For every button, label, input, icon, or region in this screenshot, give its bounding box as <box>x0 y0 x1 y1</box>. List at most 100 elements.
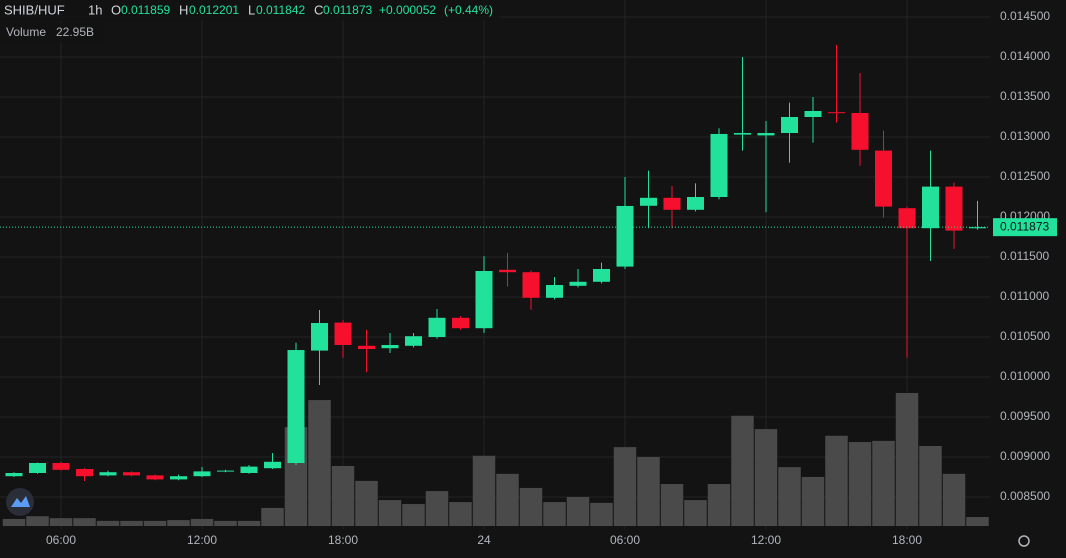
x-tick-label: 18:00 <box>328 533 358 547</box>
candle-body <box>217 470 234 472</box>
y-tick-label: 0.009000 <box>1000 449 1050 463</box>
volume-bar <box>26 516 49 526</box>
volume-bar <box>143 520 167 526</box>
volume-bar <box>496 473 519 526</box>
y-tick-label: 0.012500 <box>1000 169 1050 183</box>
candle-body <box>240 466 258 473</box>
volume-bar <box>731 415 754 526</box>
y-tick-label: 0.009500 <box>1000 409 1050 423</box>
candle-body <box>99 472 117 476</box>
volume-bar <box>402 504 425 526</box>
volume-bar <box>848 442 872 526</box>
y-tick-label: 0.011500 <box>1000 249 1049 263</box>
y-tick-label: 0.013000 <box>1000 129 1050 143</box>
candle-body <box>851 113 869 150</box>
header-bg <box>0 0 500 21</box>
logo[interactable] <box>6 488 34 516</box>
volume-bar <box>167 520 190 526</box>
candle-body <box>428 317 446 337</box>
candle-body <box>546 285 563 298</box>
candle-body <box>193 471 211 477</box>
volume-bar <box>49 518 73 526</box>
volume-bar <box>308 400 331 526</box>
candle-body <box>146 475 164 480</box>
candle-body <box>475 271 493 329</box>
candle-body <box>123 472 140 476</box>
gear[interactable] <box>1018 535 1030 547</box>
candle-body <box>875 150 892 207</box>
x-tick-label: 12:00 <box>751 533 781 547</box>
volume-bar <box>778 467 801 526</box>
candle-body <box>663 197 681 210</box>
volume-bar <box>613 447 637 526</box>
candle-body <box>898 208 916 229</box>
volume-legend-bg <box>0 23 103 43</box>
volume-bar <box>543 502 566 526</box>
y-tick-label: 0.014000 <box>1000 49 1050 63</box>
volume-bar <box>942 473 966 526</box>
last-price-label: 0.011873 <box>1000 219 1049 233</box>
low-value: 0.011842 <box>256 3 305 17</box>
volume-bar <box>96 520 120 526</box>
interval: 1h <box>88 2 102 17</box>
volume-bar <box>707 484 731 526</box>
candle-body <box>687 197 704 210</box>
candle-body <box>76 469 93 477</box>
logo-mark[interactable] <box>11 496 30 507</box>
high-value: 0.012201 <box>189 3 239 17</box>
candle-body <box>381 345 399 349</box>
volume-name: Volume <box>6 25 46 39</box>
high-key: H <box>179 2 188 17</box>
volume-bar <box>2 518 26 526</box>
volume-bar <box>825 435 848 526</box>
volume-bar <box>590 502 613 526</box>
y-tick-label: 0.013500 <box>1000 89 1050 103</box>
symbol: SHIB/HUF <box>4 2 65 17</box>
candle-body <box>334 322 352 345</box>
volume-bar <box>449 502 472 526</box>
candle-body <box>945 186 963 231</box>
candle-body <box>499 269 516 273</box>
volume-bar <box>425 491 449 526</box>
y-tick-label: 0.014500 <box>1000 9 1050 23</box>
candles <box>5 45 986 481</box>
candle-body <box>804 111 822 117</box>
volume-bar <box>261 507 284 526</box>
close-key: C <box>314 2 323 17</box>
candle-body <box>734 133 751 135</box>
candle-body <box>264 461 281 469</box>
volume-bar <box>895 393 919 526</box>
candle-body <box>593 269 610 282</box>
settings-icon[interactable] <box>1018 535 1030 547</box>
volume-bar <box>566 496 590 526</box>
y-tick-label: 0.010500 <box>1000 329 1050 343</box>
candle-body <box>828 112 845 114</box>
candle-body <box>311 323 328 351</box>
candle-body <box>29 463 46 473</box>
volume-bar <box>331 465 355 526</box>
candle-body <box>922 186 939 229</box>
candle-body <box>522 272 540 298</box>
candle-body <box>969 227 986 229</box>
volume-bar <box>872 440 895 526</box>
candle-body <box>640 197 657 206</box>
last-price-box <box>993 218 1057 237</box>
candle-body <box>781 117 798 133</box>
x-tick-label: 18:00 <box>892 533 922 547</box>
change: +0.000052 <box>379 3 436 17</box>
candle-body <box>616 205 634 267</box>
volume-bar <box>801 476 825 526</box>
volume-bar <box>660 484 684 526</box>
candle-body <box>358 345 375 349</box>
x-tick-label: 12:00 <box>187 533 217 547</box>
candle-body <box>405 336 422 346</box>
volume-bar <box>237 520 261 526</box>
candle-body <box>710 133 728 197</box>
x-tick-label: 06:00 <box>610 533 640 547</box>
candle-body <box>569 281 587 286</box>
volume-bar <box>355 480 378 526</box>
candle-body <box>757 133 775 136</box>
volume-bar <box>637 456 660 526</box>
